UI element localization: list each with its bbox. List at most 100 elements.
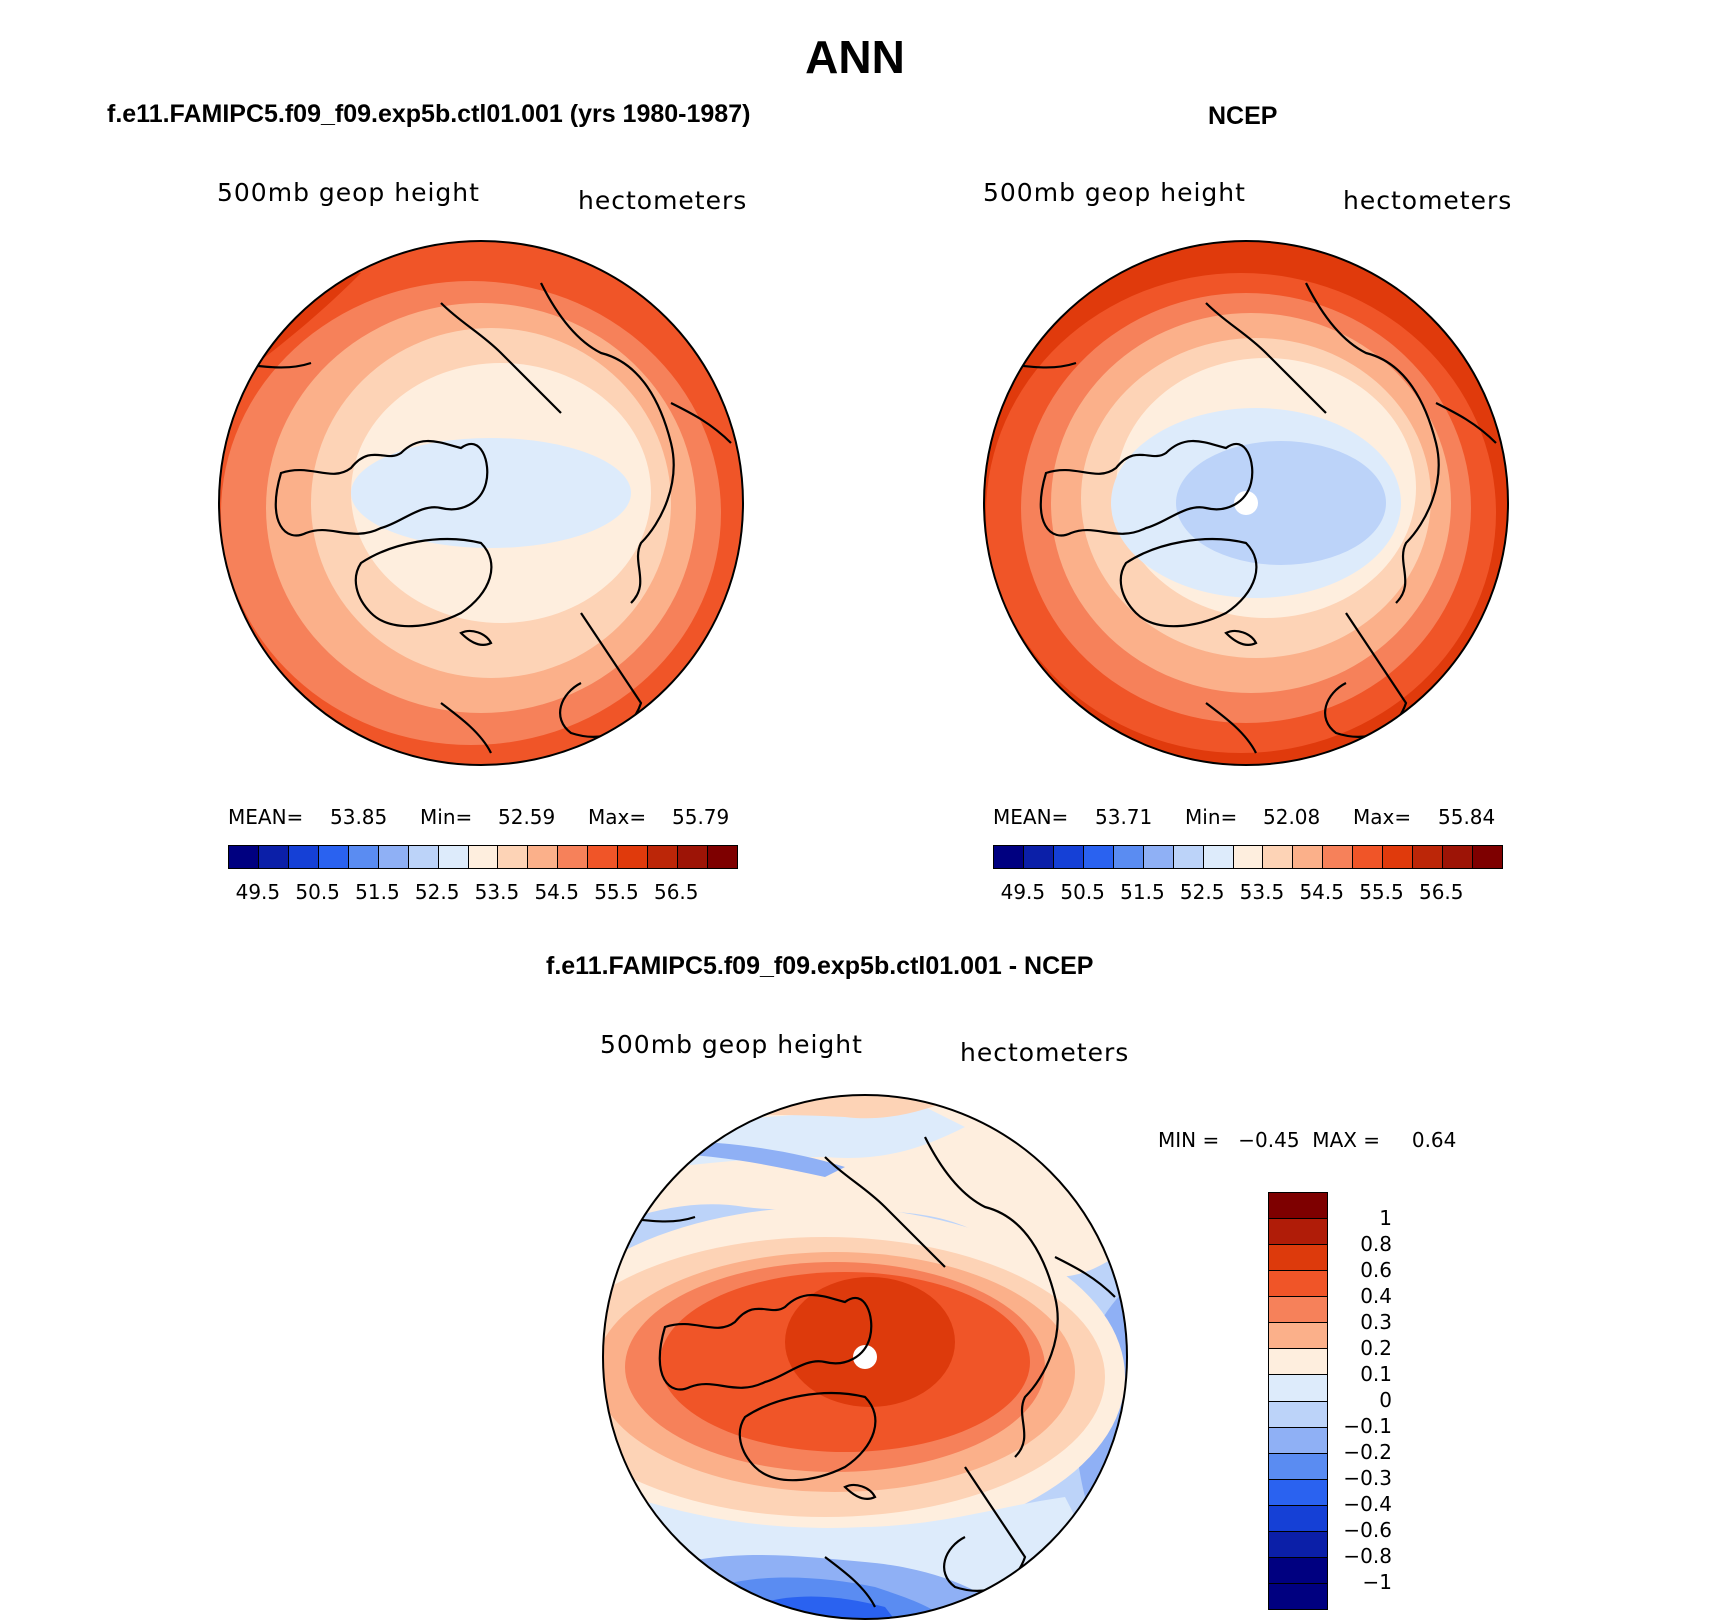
difference-colorbar-segment — [1269, 1375, 1327, 1402]
right-colorbar-segment — [994, 846, 1024, 868]
right-colorbar-segment — [1143, 846, 1174, 868]
difference-colorbar-segment — [1269, 1401, 1327, 1428]
right-colorbar-segment — [1053, 846, 1084, 868]
difference-colorbar-tick-label: 1 — [1379, 1206, 1392, 1230]
right-max-label: Max= — [1353, 805, 1412, 829]
right-variable-label: 500mb geop height — [983, 178, 1246, 207]
left-panel-title: f.e11.FAMIPC5.f09_f09.exp5b.ctl01.001 (y… — [107, 100, 751, 128]
difference-colorbar-segment — [1269, 1193, 1327, 1220]
left-colorbar-segment — [588, 846, 619, 868]
figure-title: ANN — [805, 31, 905, 83]
left-min-label: Min= — [420, 805, 473, 829]
left-colorbar-segment — [708, 846, 737, 868]
left-colorbar-tick-label: 55.5 — [594, 880, 639, 904]
difference-colorbar-tick-label: 0.1 — [1360, 1362, 1392, 1386]
right-polar-map — [983, 240, 1509, 766]
left-colorbar — [228, 845, 738, 869]
left-colorbar-tick-label: 53.5 — [474, 880, 520, 904]
left-units-label: hectometers — [578, 186, 748, 215]
right-colorbar-segment — [1353, 846, 1384, 868]
right-colorbar-segment — [1473, 846, 1502, 868]
difference-colorbar-tick-label: 0 — [1379, 1388, 1392, 1412]
left-colorbar-segment — [348, 846, 379, 868]
right-colorbar-segment — [1293, 846, 1324, 868]
difference-colorbar-segment — [1269, 1479, 1327, 1506]
right-colorbar-tick-label: 53.5 — [1239, 880, 1285, 904]
right-colorbar-segment — [1023, 846, 1054, 868]
left-colorbar-segment — [468, 846, 499, 868]
difference-colorbar-tick-label: 0.2 — [1360, 1336, 1392, 1360]
left-variable-label: 500mb geop height — [217, 178, 480, 207]
left-colorbar-tick-label: 54.5 — [534, 880, 579, 904]
difference-colorbar-tick-label: 0.3 — [1360, 1310, 1392, 1334]
right-min-label: Min= — [1185, 805, 1238, 829]
right-colorbar-tick-label: 49.5 — [1000, 880, 1046, 904]
right-colorbar-segment — [1083, 846, 1114, 868]
right-colorbar-segment — [1323, 846, 1354, 868]
right-colorbar-segment — [1263, 846, 1294, 868]
right-units-label: hectometers — [1343, 186, 1513, 215]
left-colorbar-tick-label: 52.5 — [414, 880, 460, 904]
left-colorbar-segment — [438, 846, 469, 868]
difference-colorbar-tick-label: 0.8 — [1360, 1232, 1392, 1256]
left-colorbar-tick-label: 51.5 — [355, 880, 400, 904]
difference-colorbar-tick-label: −0.6 — [1343, 1518, 1392, 1542]
left-colorbar-segment — [498, 846, 529, 868]
right-colorbar-ticks: 49.5 50.5 51.5 52.5 53.5 54.5 55.5 56.5 — [993, 880, 1503, 910]
right-colorbar-tick-label: 54.5 — [1299, 880, 1344, 904]
difference-colorbar-tick-label: 0.6 — [1360, 1258, 1392, 1282]
right-colorbar-segment — [1383, 846, 1414, 868]
difference-colorbar-tick-label: −0.2 — [1343, 1440, 1392, 1464]
right-colorbar-segment — [1113, 846, 1144, 868]
difference-colorbar-tick-label: 0.4 — [1360, 1284, 1392, 1308]
right-min-value: 52.08 — [1263, 805, 1321, 829]
left-colorbar-segment — [258, 846, 289, 868]
left-colorbar-tick-label: 49.5 — [235, 880, 281, 904]
difference-colorbar-tick-label: −0.1 — [1343, 1414, 1392, 1438]
bottom-units-label: hectometers — [960, 1038, 1130, 1067]
difference-colorbar-segment — [1269, 1297, 1327, 1324]
difference-colorbar-segment — [1269, 1505, 1327, 1532]
right-colorbar-tick-label: 55.5 — [1359, 880, 1404, 904]
difference-colorbar-segment — [1269, 1453, 1327, 1480]
left-colorbar-segment — [528, 846, 559, 868]
left-colorbar-tick-label: 50.5 — [295, 880, 340, 904]
left-colorbar-segment — [678, 846, 708, 868]
right-panel-title: NCEP — [1208, 102, 1278, 130]
right-colorbar-tick-label: 52.5 — [1179, 880, 1225, 904]
bottom-panel-title: f.e11.FAMIPC5.f09_f09.exp5b.ctl01.001 - … — [546, 952, 1094, 980]
right-colorbar-segment — [1443, 846, 1473, 868]
right-colorbar-tick-label: 50.5 — [1060, 880, 1105, 904]
left-colorbar-segment — [648, 846, 679, 868]
right-colorbar-segment — [1173, 846, 1204, 868]
right-mean-value: 53.71 — [1095, 805, 1153, 829]
left-colorbar-segment — [288, 846, 319, 868]
left-colorbar-ticks: 49.5 50.5 51.5 52.5 53.5 54.5 55.5 56.5 — [228, 880, 738, 910]
difference-colorbar-segment — [1269, 1323, 1327, 1350]
right-colorbar-tick-label: 56.5 — [1418, 880, 1464, 904]
left-colorbar-segment — [378, 846, 409, 868]
left-max-value: 55.79 — [672, 805, 730, 829]
difference-colorbar-tick-label: −0.8 — [1343, 1544, 1392, 1568]
left-colorbar-segment — [618, 846, 649, 868]
left-colorbar-segment — [558, 846, 589, 868]
bottom-minmax: MIN = −0.45 MAX = 0.64 — [1158, 1128, 1457, 1152]
difference-colorbar-tick-label: −1 — [1362, 1570, 1392, 1594]
difference-colorbar-segment — [1269, 1349, 1327, 1376]
right-colorbar-segment — [1413, 846, 1444, 868]
bottom-polar-map — [602, 1094, 1128, 1620]
right-mean-label: MEAN= — [993, 805, 1069, 829]
bottom-variable-label: 500mb geop height — [600, 1030, 863, 1059]
difference-colorbar-segment — [1269, 1583, 1327, 1609]
difference-colorbar-ticks: 1 0.8 0.6 0.4 0.3 0.2 0.1 0 −0.1 −0.2 −0.3 −0.4 −0.6… — [1330, 1192, 1410, 1610]
left-colorbar-segment — [318, 846, 349, 868]
left-colorbar-segment — [229, 846, 259, 868]
left-mean-value: 53.85 — [330, 805, 388, 829]
difference-colorbar-segment — [1269, 1245, 1327, 1272]
difference-colorbar-segment — [1269, 1531, 1327, 1558]
right-max-value: 55.84 — [1438, 805, 1496, 829]
difference-colorbar-segment — [1269, 1219, 1327, 1246]
right-colorbar — [993, 845, 1503, 869]
left-min-value: 52.59 — [498, 805, 556, 829]
left-polar-map — [218, 240, 744, 766]
